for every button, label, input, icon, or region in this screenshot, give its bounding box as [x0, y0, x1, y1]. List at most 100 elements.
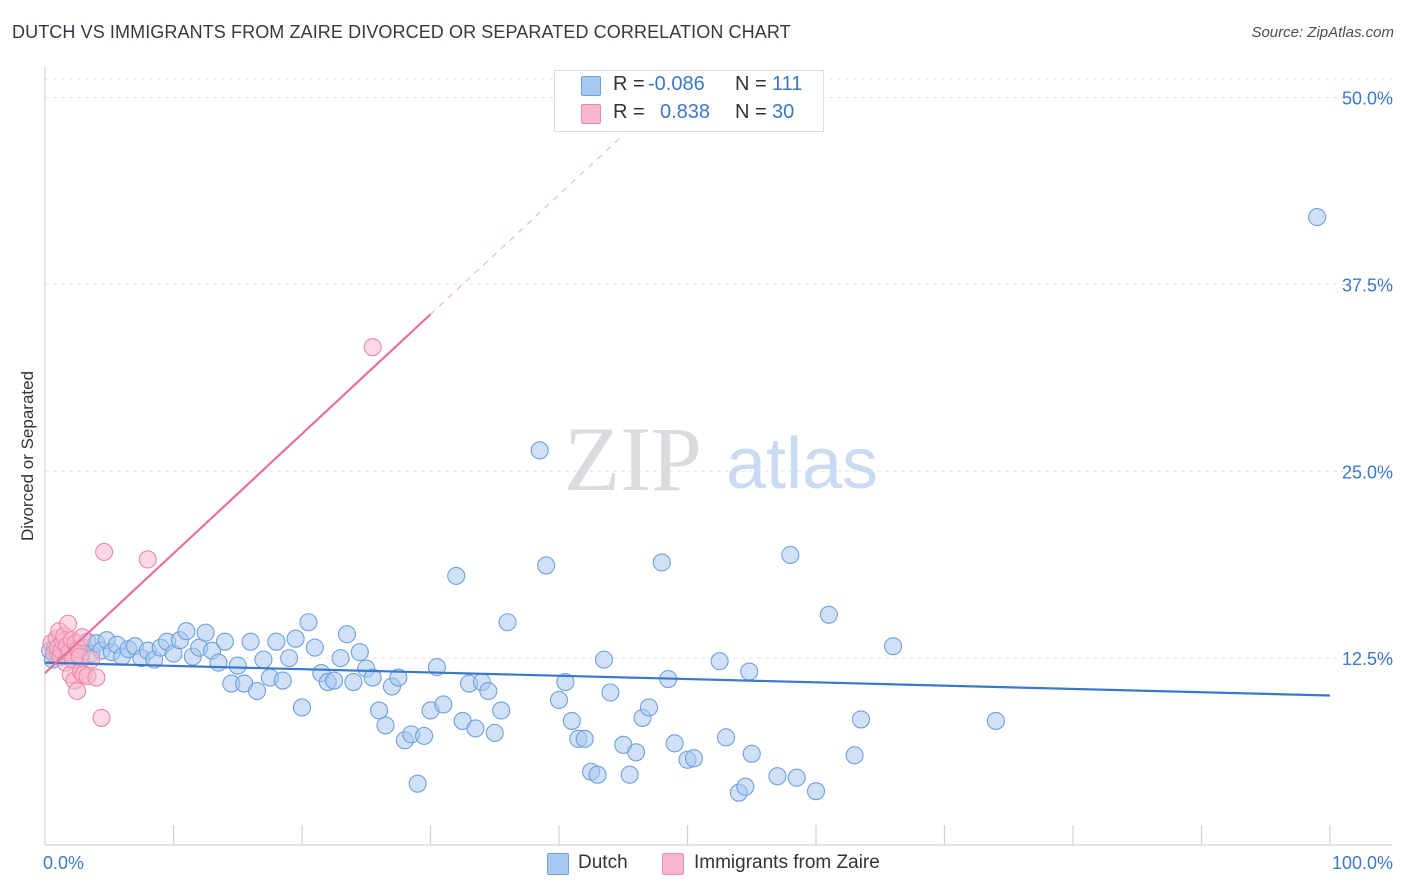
dutch-point — [337, 625, 357, 644]
dutch-point — [408, 774, 427, 793]
dutch-r-label: R = — [613, 73, 645, 95]
y-tick-label: 25.0% — [1342, 462, 1393, 482]
x-tick-labels: 0.0% 100.0% — [43, 853, 1393, 873]
dutch-point — [447, 566, 466, 585]
dutch-point — [588, 765, 607, 784]
dutch-point — [370, 701, 389, 720]
dutch-point — [819, 605, 838, 624]
zaire-legend-swatch — [662, 853, 684, 875]
dutch-swatch — [581, 76, 601, 96]
dutch-point — [228, 656, 247, 675]
dutch-point — [209, 653, 228, 672]
dutch-point — [562, 711, 581, 730]
dutch-point — [740, 662, 759, 681]
dutch-point — [884, 637, 903, 656]
dutch-point — [299, 613, 318, 632]
dutch-point — [485, 723, 504, 742]
dutch-point — [1308, 208, 1327, 227]
series-legend: Dutch Immigrants from Zaire — [0, 852, 1406, 878]
dutch-point — [254, 650, 273, 669]
zaire-n-value: 30 — [772, 101, 795, 123]
dutch-point — [376, 716, 395, 735]
x-tick-label: 100.0% — [1332, 853, 1393, 873]
dutch-point — [781, 545, 800, 565]
zaire-point — [363, 338, 382, 357]
dutch-point — [575, 729, 594, 748]
dutch-point — [273, 671, 292, 690]
dutch-point — [350, 643, 369, 662]
dutch-point — [556, 672, 575, 692]
dutch-point — [344, 672, 363, 692]
dutch-point — [286, 629, 305, 648]
dutch-point — [305, 638, 324, 657]
dutch-point — [768, 767, 787, 786]
watermark-atlas: atlas — [726, 424, 878, 504]
dutch-point — [652, 553, 671, 572]
dutch-point — [530, 441, 549, 460]
dutch-point — [851, 710, 871, 729]
dutch-point — [331, 649, 350, 668]
dutch-point — [498, 613, 517, 632]
dutch-trend-line — [44, 661, 1331, 697]
dutch-point — [247, 681, 267, 701]
source-label: Source: ZipAtlas.com — [1251, 24, 1394, 41]
zaire-point — [87, 668, 106, 687]
zaire-trend-extension — [430, 134, 624, 315]
dutch-n-label: N = — [735, 73, 767, 95]
dutch-point — [601, 683, 620, 702]
dutch-point — [549, 690, 569, 710]
dutch-point — [492, 701, 511, 720]
dutch-point — [196, 623, 215, 642]
zaire-legend-label: Immigrants from Zaire — [694, 852, 880, 873]
dutch-point — [845, 746, 864, 765]
zaire-point — [68, 681, 87, 701]
dutch-point — [742, 744, 761, 763]
dutch-point — [986, 711, 1005, 730]
dutch-point — [787, 768, 806, 787]
x-tick-label: 0.0% — [43, 853, 84, 873]
dutch-point — [627, 743, 646, 762]
dutch-legend-swatch — [547, 853, 569, 875]
dutch-point — [363, 668, 382, 687]
dutch-point — [325, 671, 344, 690]
zaire-point — [92, 708, 111, 727]
dutch-point — [466, 719, 485, 738]
zaire-n-label: N = — [735, 101, 767, 123]
zaire-r-label: R = — [613, 101, 645, 123]
dutch-point — [684, 749, 703, 768]
zaire-point — [59, 614, 78, 633]
dutch-point — [716, 728, 736, 747]
zaire-r-value: 0.838 — [660, 101, 711, 123]
dutch-point — [537, 556, 556, 575]
dutch-point — [292, 698, 312, 717]
trend-lines — [44, 134, 1331, 697]
y-axis-label: Divorced or Separated — [18, 371, 37, 541]
dutch-points — [41, 208, 1327, 802]
dutch-point — [710, 652, 729, 671]
y-tick-labels: 12.5% 25.0% 37.5% 50.0% — [1342, 89, 1393, 670]
chart-title: DUTCH VS IMMIGRANTS FROM ZAIRE DIVORCED … — [12, 22, 791, 42]
watermark-zip: ZIP — [564, 408, 702, 510]
zaire-point — [138, 550, 157, 569]
grid-lines — [45, 78, 1392, 659]
zaire-trend-line — [44, 313, 432, 674]
dutch-point — [594, 650, 614, 669]
dutch-r-value: -0.086 — [648, 73, 705, 95]
dutch-point — [177, 622, 196, 641]
dutch-point — [215, 632, 234, 651]
axes — [44, 67, 1392, 846]
zaire-point — [95, 542, 114, 562]
dutch-point — [434, 695, 453, 714]
correlation-legend: R = -0.086 N = 111 R = 0.838 N = 30 — [554, 70, 824, 132]
dutch-point — [620, 765, 639, 784]
dutch-point — [389, 668, 408, 687]
y-tick-label: 37.5% — [1342, 275, 1393, 295]
dutch-point — [427, 658, 446, 677]
dutch-point — [280, 649, 299, 668]
y-tick-label: 50.0% — [1342, 89, 1393, 109]
dutch-point — [415, 726, 434, 745]
dutch-point — [479, 681, 498, 701]
dutch-point — [665, 734, 684, 753]
zaire-point — [82, 650, 101, 669]
